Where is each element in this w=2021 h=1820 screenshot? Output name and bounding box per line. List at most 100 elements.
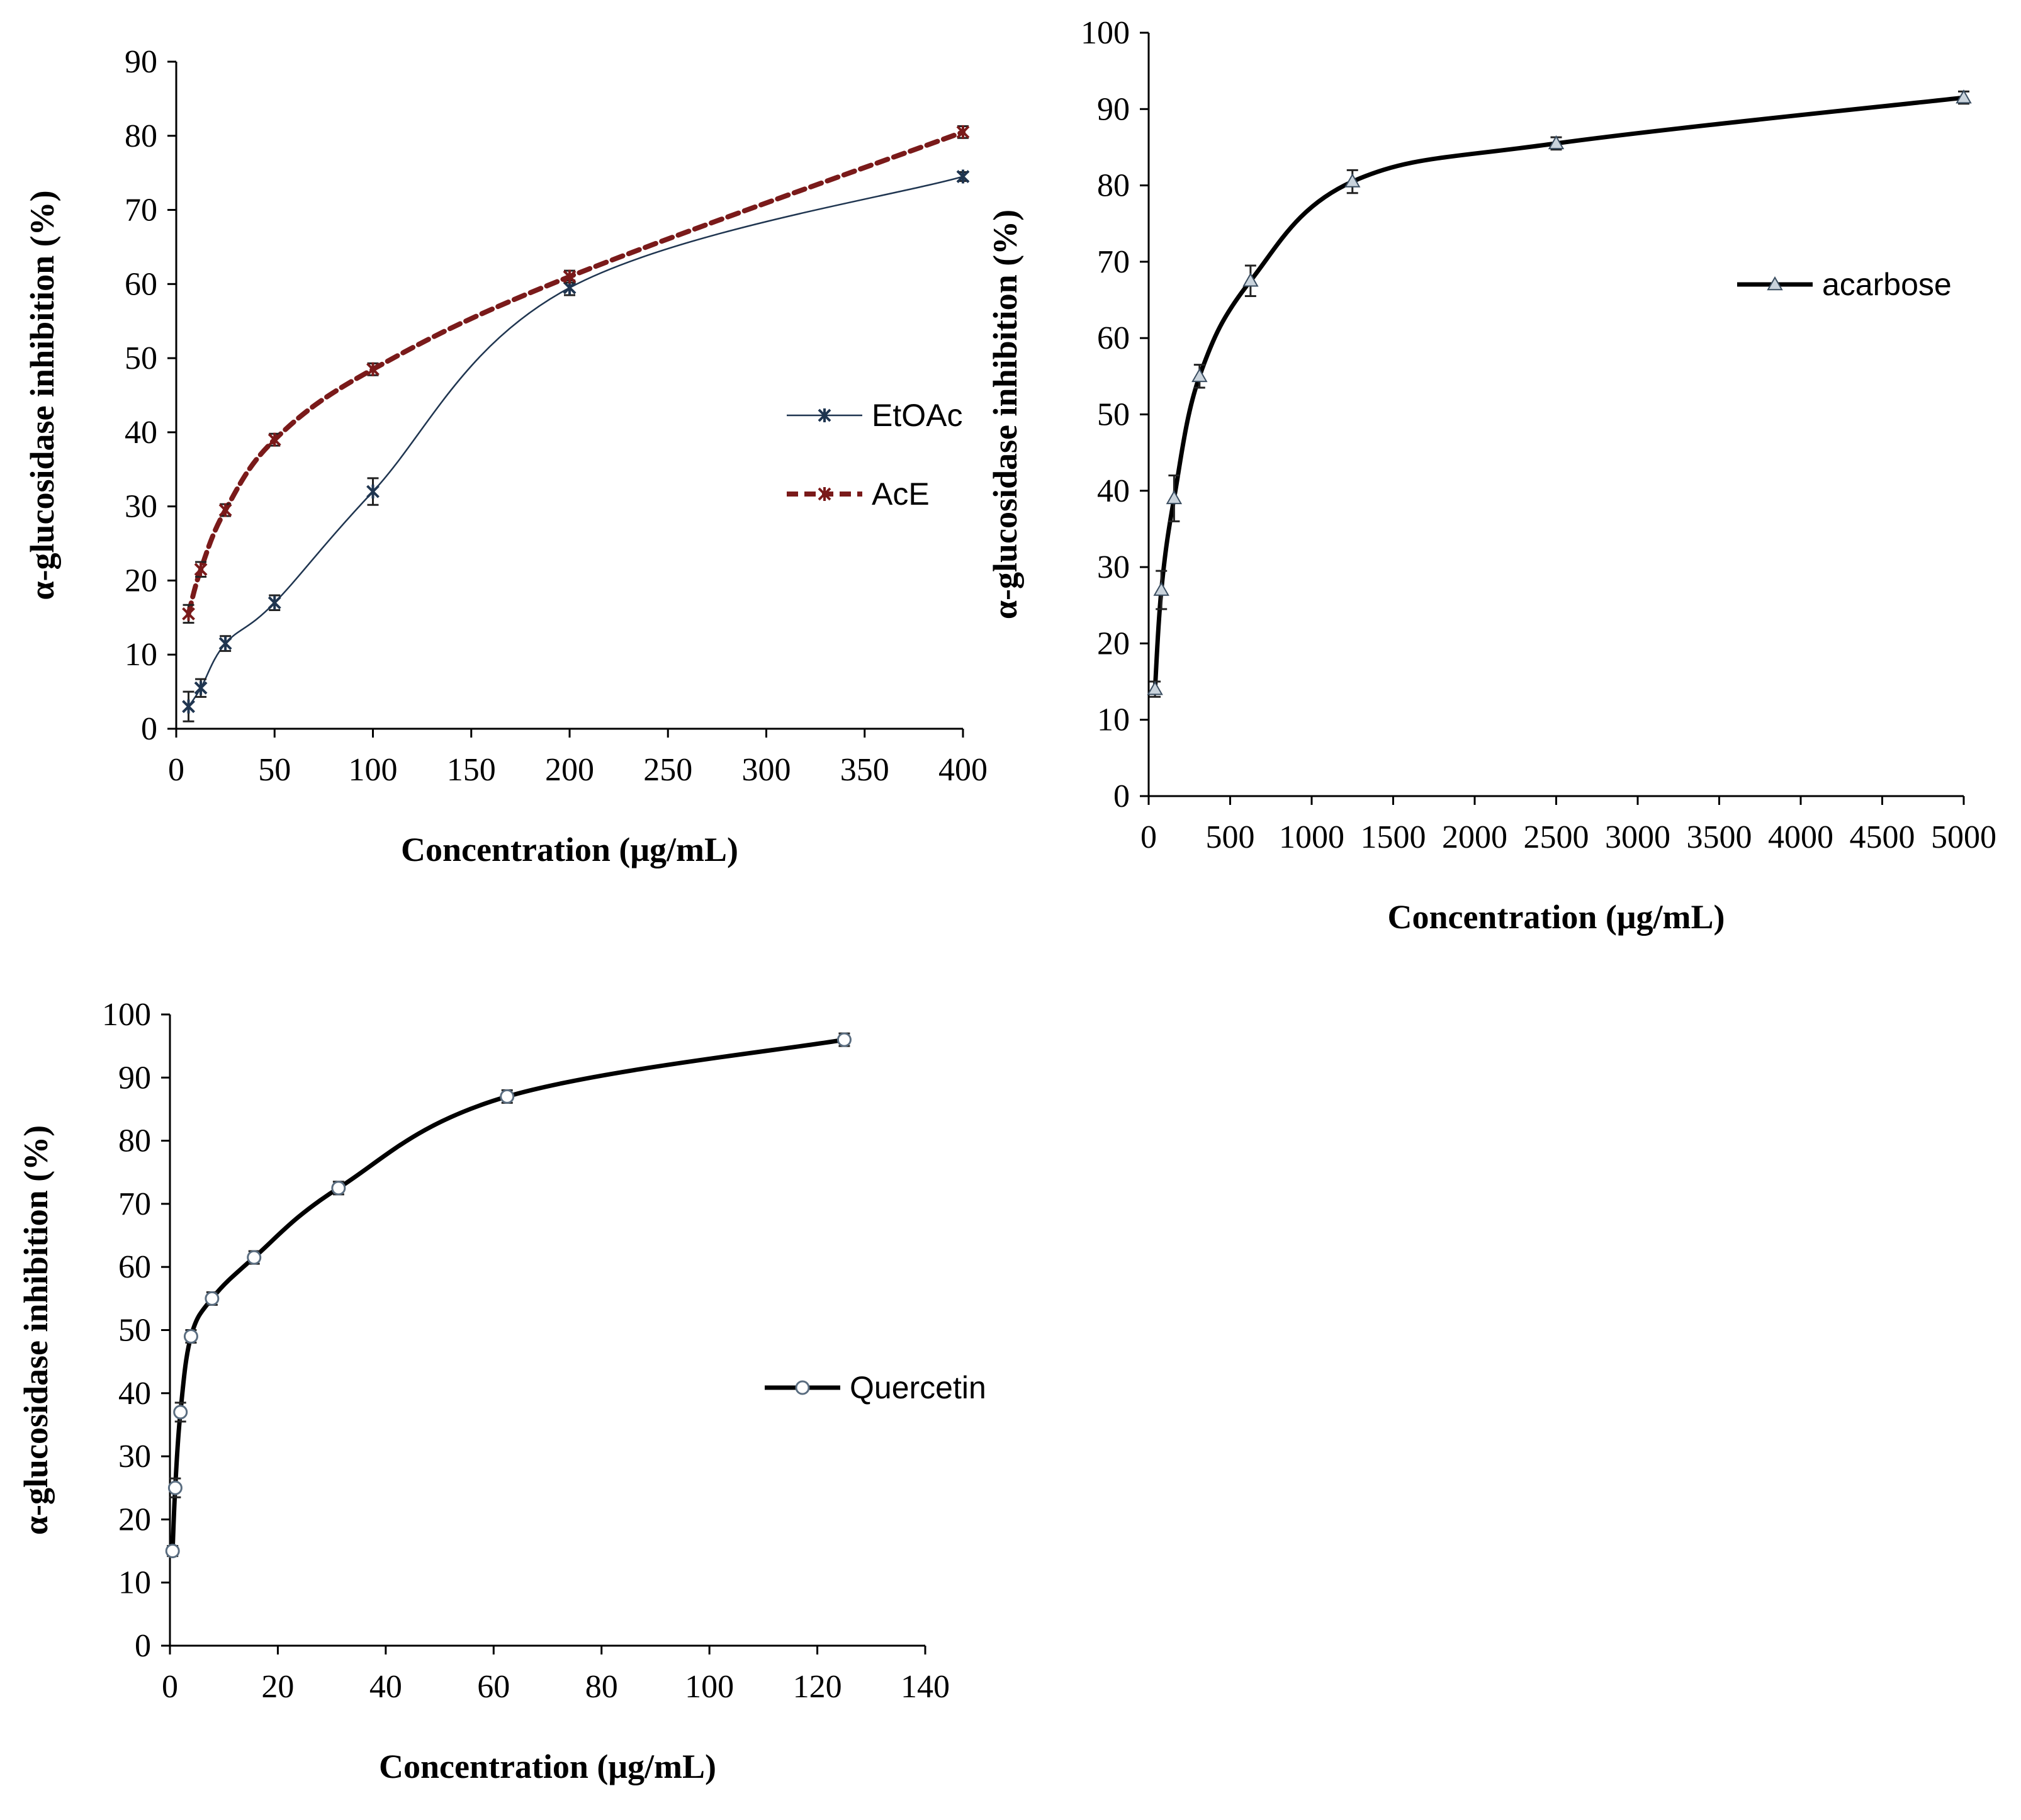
- data-point: [1153, 581, 1169, 596]
- legend-marker: [795, 1380, 810, 1395]
- data-point: [836, 1032, 852, 1047]
- x-tick-label: 0: [1140, 819, 1157, 855]
- y-tick-label: 100: [102, 997, 151, 1033]
- y-tick-label: 70: [118, 1186, 151, 1222]
- x-tick-label: 300: [742, 752, 791, 788]
- x-tick-label: 2500: [1524, 819, 1589, 855]
- x-axis-title: Concentration (μg/mL): [1387, 898, 1725, 936]
- data-point: [331, 1181, 346, 1196]
- legend-entry-Quercetin: Quercetin: [765, 1370, 986, 1405]
- y-tick-label: 90: [1097, 91, 1130, 127]
- data-point: [183, 1329, 198, 1344]
- data-point: [1242, 272, 1259, 287]
- y-tick-label: 40: [125, 415, 157, 451]
- x-tick-label: 1500: [1361, 819, 1426, 855]
- y-tick-label: 90: [118, 1060, 151, 1096]
- y-tick-label: 20: [1097, 626, 1130, 661]
- x-tick-label: 250: [643, 752, 692, 788]
- y-tick-label: 30: [125, 489, 157, 525]
- y-tick-label: 80: [1097, 168, 1130, 204]
- x-tick-label: 140: [901, 1669, 950, 1705]
- series-line: [188, 176, 964, 707]
- chart-panel-3: 0 10 20 30 40 50 60 70 80 90 100 0 20 40 60 80 100 120 140…: [17, 997, 986, 1785]
- y-tick-label: 20: [125, 563, 157, 598]
- legend-label: Quercetin: [850, 1370, 986, 1405]
- series-line: [186, 129, 965, 617]
- legend-entry-acarbose: acarbose: [1737, 267, 1952, 302]
- x-tick-label: 60: [477, 1669, 510, 1705]
- y-tick-label: 10: [125, 637, 157, 673]
- y-tick-label: 80: [125, 118, 157, 154]
- y-tick-label: 10: [118, 1565, 151, 1601]
- x-tick-label: 4000: [1768, 819, 1833, 855]
- data-point: [167, 1480, 183, 1495]
- data-point: [194, 681, 208, 695]
- x-tick-label: 100: [349, 752, 398, 788]
- data-point: [182, 607, 195, 621]
- x-tick-label: 0: [162, 1669, 178, 1705]
- legend-label: acarbose: [1822, 267, 1952, 302]
- x-tick-label: 2000: [1442, 819, 1507, 855]
- x-tick-label: 80: [585, 1669, 618, 1705]
- series-line: [170, 1037, 847, 1554]
- y-tick-label: 70: [1097, 244, 1130, 280]
- data-point: [563, 269, 577, 284]
- legend-marker: [1767, 276, 1783, 291]
- x-tick-label: 40: [369, 1669, 402, 1705]
- y-tick-label: 70: [125, 193, 157, 228]
- data-point: [247, 1250, 262, 1265]
- x-tick-label: 150: [447, 752, 496, 788]
- x-tick-label: 1000: [1279, 819, 1344, 855]
- chart-panel-1: 0 10 20 30 40 50 60 70 80 90 0 50 100 150 200 250 300 350…: [23, 44, 988, 868]
- legend-label: AcE: [872, 476, 930, 512]
- data-point: [500, 1089, 515, 1104]
- y-tick-label: 60: [118, 1249, 151, 1285]
- series-EtOAc: [182, 169, 970, 722]
- data-point: [267, 432, 281, 447]
- series-acarbose: [1147, 89, 1972, 698]
- y-tick-label: 40: [1097, 473, 1130, 509]
- legend-entry-EtOAc: EtOAc: [787, 398, 962, 433]
- y-tick-label: 0: [141, 711, 157, 747]
- y-tick-label: 50: [118, 1313, 151, 1349]
- data-point: [218, 503, 232, 517]
- y-tick-label: 100: [1081, 15, 1130, 51]
- y-tick-label: 40: [118, 1376, 151, 1412]
- data-point: [173, 1405, 188, 1420]
- y-tick-label: 0: [1113, 778, 1130, 814]
- y-tick-label: 50: [125, 340, 157, 376]
- data-point: [182, 699, 195, 714]
- x-axis-title: Concentration (μg/mL): [401, 831, 738, 868]
- legend-marker: [818, 487, 831, 501]
- y-tick-label: 60: [1097, 320, 1130, 356]
- x-tick-label: 5000: [1931, 819, 1996, 855]
- y-tick-label: 10: [1097, 702, 1130, 738]
- y-tick-label: 50: [1097, 397, 1130, 433]
- data-point: [267, 595, 281, 610]
- x-tick-label: 500: [1206, 819, 1255, 855]
- y-tick-label: 90: [125, 44, 157, 80]
- series-line: [1152, 95, 1966, 692]
- y-tick-label: 80: [118, 1123, 151, 1159]
- data-point: [366, 485, 380, 499]
- x-tick-label: 3500: [1687, 819, 1752, 855]
- x-tick-label: 350: [840, 752, 889, 788]
- data-point: [194, 562, 208, 576]
- data-point: [165, 1544, 180, 1559]
- x-tick-label: 0: [168, 752, 184, 788]
- x-tick-label: 50: [258, 752, 291, 788]
- y-tick-label: 0: [135, 1628, 151, 1664]
- legend-marker: [818, 408, 831, 422]
- series-Quercetin: [165, 1032, 852, 1559]
- data-point: [218, 636, 232, 651]
- y-tick-label: 30: [118, 1439, 151, 1475]
- data-point: [1191, 368, 1208, 383]
- y-tick-label: 20: [118, 1502, 151, 1537]
- y-tick-label: 30: [1097, 549, 1130, 585]
- x-tick-label: 200: [545, 752, 594, 788]
- data-point: [1548, 135, 1565, 150]
- data-point: [1344, 173, 1361, 188]
- y-axis-title: α-glucosidase inhibition (%): [986, 210, 1024, 619]
- y-axis-title: α-glucosidase inhibition (%): [17, 1125, 55, 1535]
